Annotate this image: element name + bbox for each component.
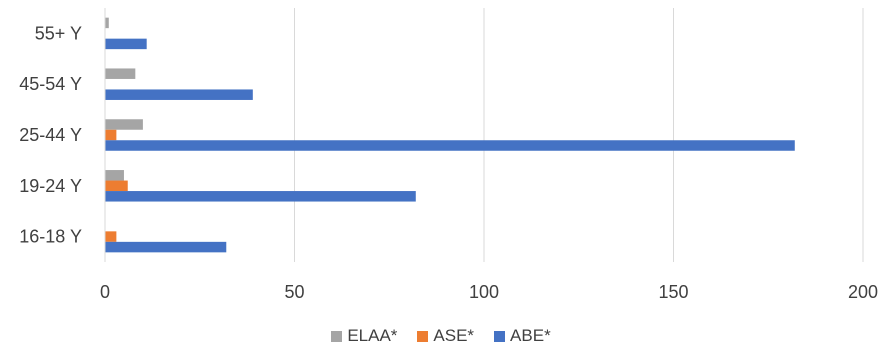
- bar-elaa-4554y: [105, 68, 136, 79]
- legend-label: ELAA*: [347, 326, 398, 345]
- legend-swatch: [494, 330, 506, 342]
- x-axis-labels: 0 50 100 150 200: [100, 282, 878, 302]
- legend-item: ASE*: [417, 326, 474, 346]
- y-tick-label: 45-54 Y: [19, 74, 82, 94]
- bar-elaa-2544y: [105, 119, 143, 130]
- bar-elaa-55y: [105, 17, 109, 29]
- bar-ase-1924y: [105, 180, 128, 192]
- bar-abe-2544y: [105, 140, 795, 151]
- legend-swatch: [417, 330, 429, 342]
- legend-swatch: [331, 330, 343, 342]
- legend-item: ABE*: [494, 326, 551, 346]
- x-tick-label: 150: [658, 282, 688, 302]
- bar-abe-1924y: [105, 191, 416, 202]
- bar-abe-1618y: [105, 241, 227, 253]
- bar-abe-55y: [105, 38, 147, 50]
- legend: ELAA* ASE* ABE*: [0, 326, 882, 346]
- bar-ase-1618y: [105, 231, 117, 242]
- gridlines: [294, 8, 864, 262]
- x-tick-label: 100: [469, 282, 499, 302]
- legend-label: ABE*: [510, 326, 551, 345]
- x-tick-label: 0: [100, 282, 110, 302]
- bar-elaa-1924y: [105, 170, 124, 181]
- x-tick-label: 50: [284, 282, 304, 302]
- x-tick-label: 200: [848, 282, 878, 302]
- y-tick-label: 19-24 Y: [19, 176, 82, 196]
- bars: [105, 17, 795, 253]
- legend-item: ELAA*: [331, 326, 397, 346]
- bar-ase-2544y: [105, 129, 117, 141]
- legend-label: ASE*: [433, 326, 475, 345]
- y-tick-label: 25-44 Y: [19, 125, 82, 145]
- y-tick-label: 55+ Y: [35, 23, 82, 43]
- y-tick-label: 16-18 Y: [19, 227, 82, 247]
- y-axis-labels: 16-18 Y 19-24 Y 25-44 Y 45-54 Y 55+ Y: [19, 23, 82, 246]
- bar-abe-4554y: [105, 89, 253, 100]
